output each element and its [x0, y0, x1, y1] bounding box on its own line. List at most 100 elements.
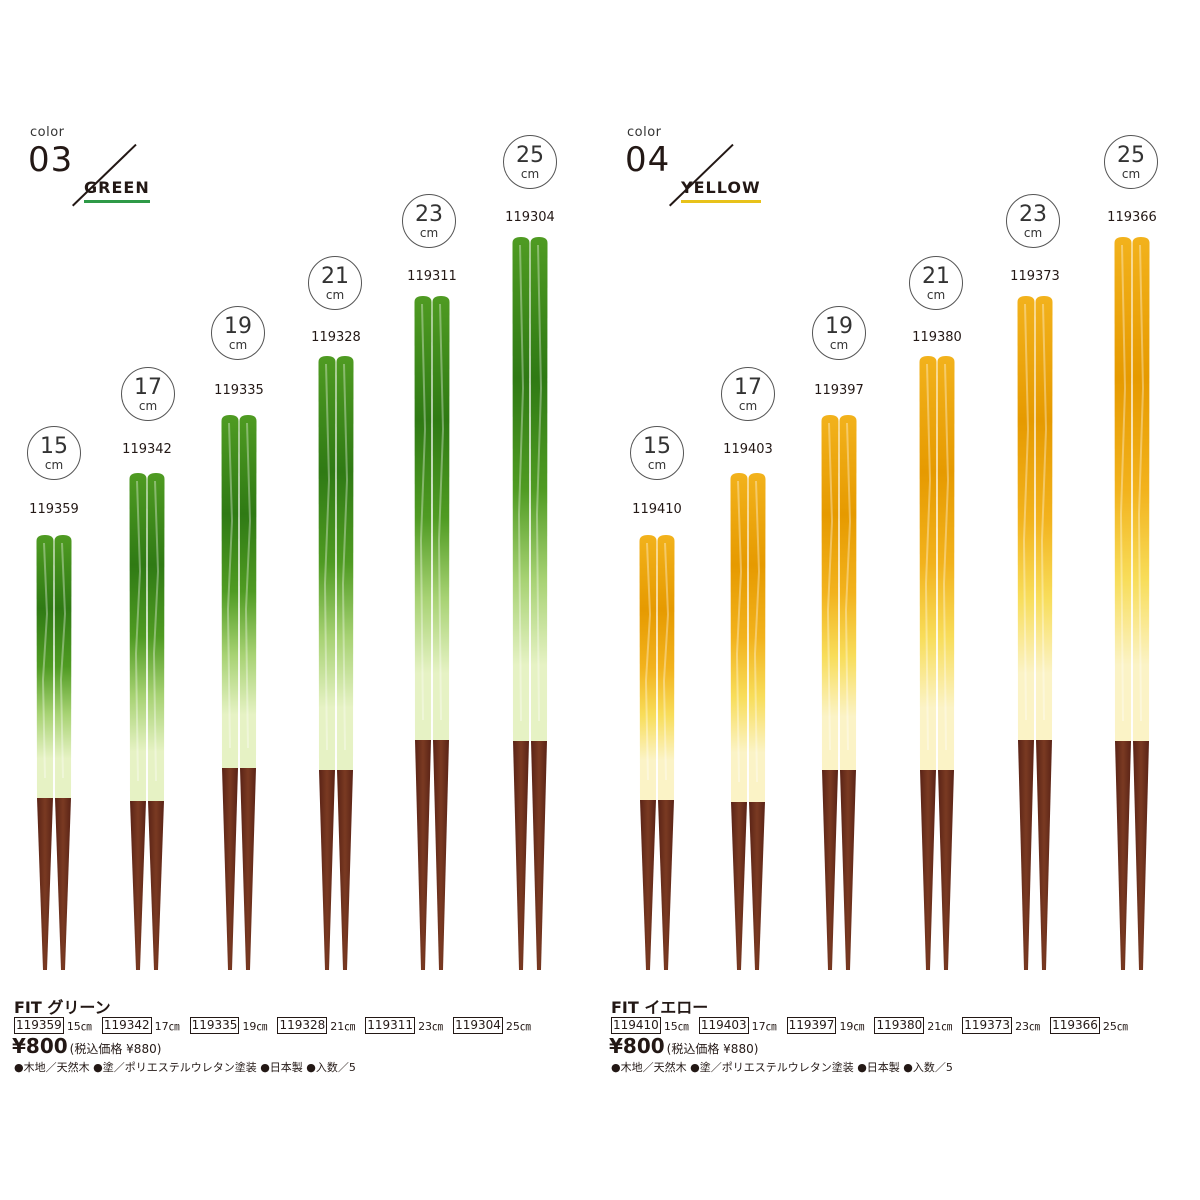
- spec-text: ●木地／天然木 ●塗／ポリエステルウレタン塗装 ●日本製 ●入数／5: [14, 1061, 356, 1074]
- yellow-chopstick-facet-highlight: [662, 542, 670, 781]
- yellow-chopstick-facet-highlight: [844, 422, 852, 751]
- yellow-chopstick-handle: [730, 473, 748, 802]
- item-code: 119403: [723, 442, 773, 457]
- product-length: 21㎝: [330, 1019, 356, 1033]
- product-length: 23㎝: [1015, 1019, 1041, 1033]
- product-length: 19㎝: [839, 1019, 865, 1033]
- green-chopstick-handle: [221, 415, 239, 768]
- product-length: 25㎝: [1102, 1019, 1128, 1033]
- yellow-chopstick-facet-highlight: [1022, 303, 1030, 721]
- price: ¥800: [609, 1034, 665, 1058]
- price-row: ¥800 (税込価格 ¥880): [609, 1034, 758, 1058]
- product-code: 119359: [14, 1017, 64, 1034]
- green-chopstick-handle: [147, 473, 165, 801]
- yellow-chopstick-handle: [1017, 296, 1035, 740]
- yellow-chopstick-facet-highlight: [924, 363, 932, 751]
- product-code: 119342: [101, 1017, 152, 1034]
- yellow-chopstick-handle: [748, 473, 766, 802]
- product-code: 119366: [1050, 1017, 1100, 1034]
- green-chopstick-handle: [432, 296, 450, 740]
- size-badge: 25 cm: [503, 135, 557, 189]
- yellow-chopstick-wood-tip: [640, 800, 656, 970]
- green-chopstick-facet-highlight: [517, 244, 525, 722]
- size-badge: 15 cm: [630, 426, 684, 480]
- green-chopstick-facet-highlight: [41, 542, 49, 779]
- yellow-chopstick-facet-highlight: [735, 480, 743, 783]
- product-code: 119311: [365, 1017, 416, 1034]
- size-unit: cm: [44, 457, 64, 472]
- size-unit: cm: [926, 287, 946, 302]
- yellow-chopstick-wood-tip: [658, 800, 674, 970]
- size-number: 15: [643, 433, 671, 459]
- green-chopstick-wood-tip: [55, 798, 71, 970]
- size-number: 21: [922, 263, 950, 289]
- product-length: 17㎝: [154, 1019, 180, 1033]
- product-code: 119328: [277, 1017, 328, 1034]
- color-name: GREEN: [84, 178, 150, 197]
- item-code: 119397: [814, 383, 864, 398]
- yellow-chopstick-wood-tip: [1018, 740, 1034, 970]
- yellow-chopstick-handle: [821, 415, 839, 770]
- item-code: 119410: [632, 502, 682, 517]
- yellow-chopstick-facet-highlight: [753, 480, 761, 783]
- product-code: 119397: [786, 1017, 837, 1034]
- yellow-chopstick-handle: [1035, 296, 1053, 740]
- product-length: 17㎝: [751, 1019, 777, 1033]
- green-chopstick-wood-tip: [513, 741, 529, 970]
- item-code: 119311: [407, 269, 457, 284]
- size-number: 17: [734, 374, 762, 400]
- product-code: 119410: [611, 1017, 661, 1034]
- size-number: 17: [134, 374, 162, 400]
- green-chopstick-wood-tip: [531, 741, 547, 970]
- product-code: 119304: [453, 1017, 503, 1034]
- item-code: 119335: [214, 383, 264, 398]
- green-chopstick-facet-highlight: [134, 480, 142, 782]
- item-code: 119304: [505, 210, 555, 225]
- green-chopstick-facet-highlight: [419, 303, 427, 721]
- tax-included-price: (税込価格 ¥880): [666, 1042, 759, 1056]
- green-chopstick-handle: [318, 356, 336, 770]
- green-chopstick-facet-highlight: [341, 363, 349, 751]
- product-length: 25㎝: [505, 1019, 531, 1033]
- green-chopstick-handle: [530, 237, 548, 741]
- product-length: 15㎝: [663, 1019, 689, 1033]
- green-chopstick-facet-highlight: [323, 363, 331, 751]
- green-chopstick-facet-highlight: [244, 422, 252, 749]
- size-number: 23: [415, 201, 443, 227]
- green-chopstick-handle: [414, 296, 432, 740]
- green-chopstick-facet-highlight: [59, 542, 67, 779]
- product-length: 21㎝: [927, 1019, 953, 1033]
- yellow-chopstick-wood-tip: [731, 802, 747, 970]
- tax-included-price: (税込価格 ¥880): [69, 1042, 162, 1056]
- color-underline: [681, 200, 761, 203]
- size-unit: cm: [138, 398, 158, 413]
- green-chopstick-wood-tip: [240, 768, 256, 970]
- size-badge: 21 cm: [909, 256, 963, 310]
- color-number: 04: [625, 140, 671, 180]
- color-label: color: [30, 125, 65, 140]
- yellow-chopstick-handle: [919, 356, 937, 770]
- color-underline: [84, 200, 150, 203]
- green-chopstick-wood-tip: [415, 740, 431, 970]
- yellow-chopstick-handle: [1114, 237, 1132, 741]
- green-chopstick-wood-tip: [148, 801, 164, 970]
- size-badge: 17 cm: [721, 367, 775, 421]
- green-chopstick-handle: [54, 535, 72, 798]
- item-code: 119366: [1107, 210, 1157, 225]
- product-length: 23㎝: [418, 1019, 444, 1033]
- item-code: 119342: [122, 442, 172, 457]
- size-badge: 19 cm: [211, 306, 265, 360]
- price-row: ¥800 (税込価格 ¥880): [12, 1034, 161, 1058]
- product-code-row: 119410 15㎝ 119403 17㎝ 119397 19㎝ 119380 21㎝ …: [611, 1017, 1138, 1034]
- item-code: 119328: [311, 330, 361, 345]
- size-number: 23: [1019, 201, 1047, 227]
- yellow-chopstick-wood-tip: [938, 770, 954, 970]
- size-badge: 21 cm: [308, 256, 362, 310]
- green-chopstick-wood-tip: [130, 801, 146, 970]
- color-label: color: [627, 125, 662, 140]
- size-number: 15: [40, 433, 68, 459]
- size-badge: 15 cm: [27, 426, 81, 480]
- yellow-chopstick-facet-highlight: [1119, 244, 1127, 722]
- size-badge: 25 cm: [1104, 135, 1158, 189]
- green-chopstick-facet-highlight: [152, 480, 160, 782]
